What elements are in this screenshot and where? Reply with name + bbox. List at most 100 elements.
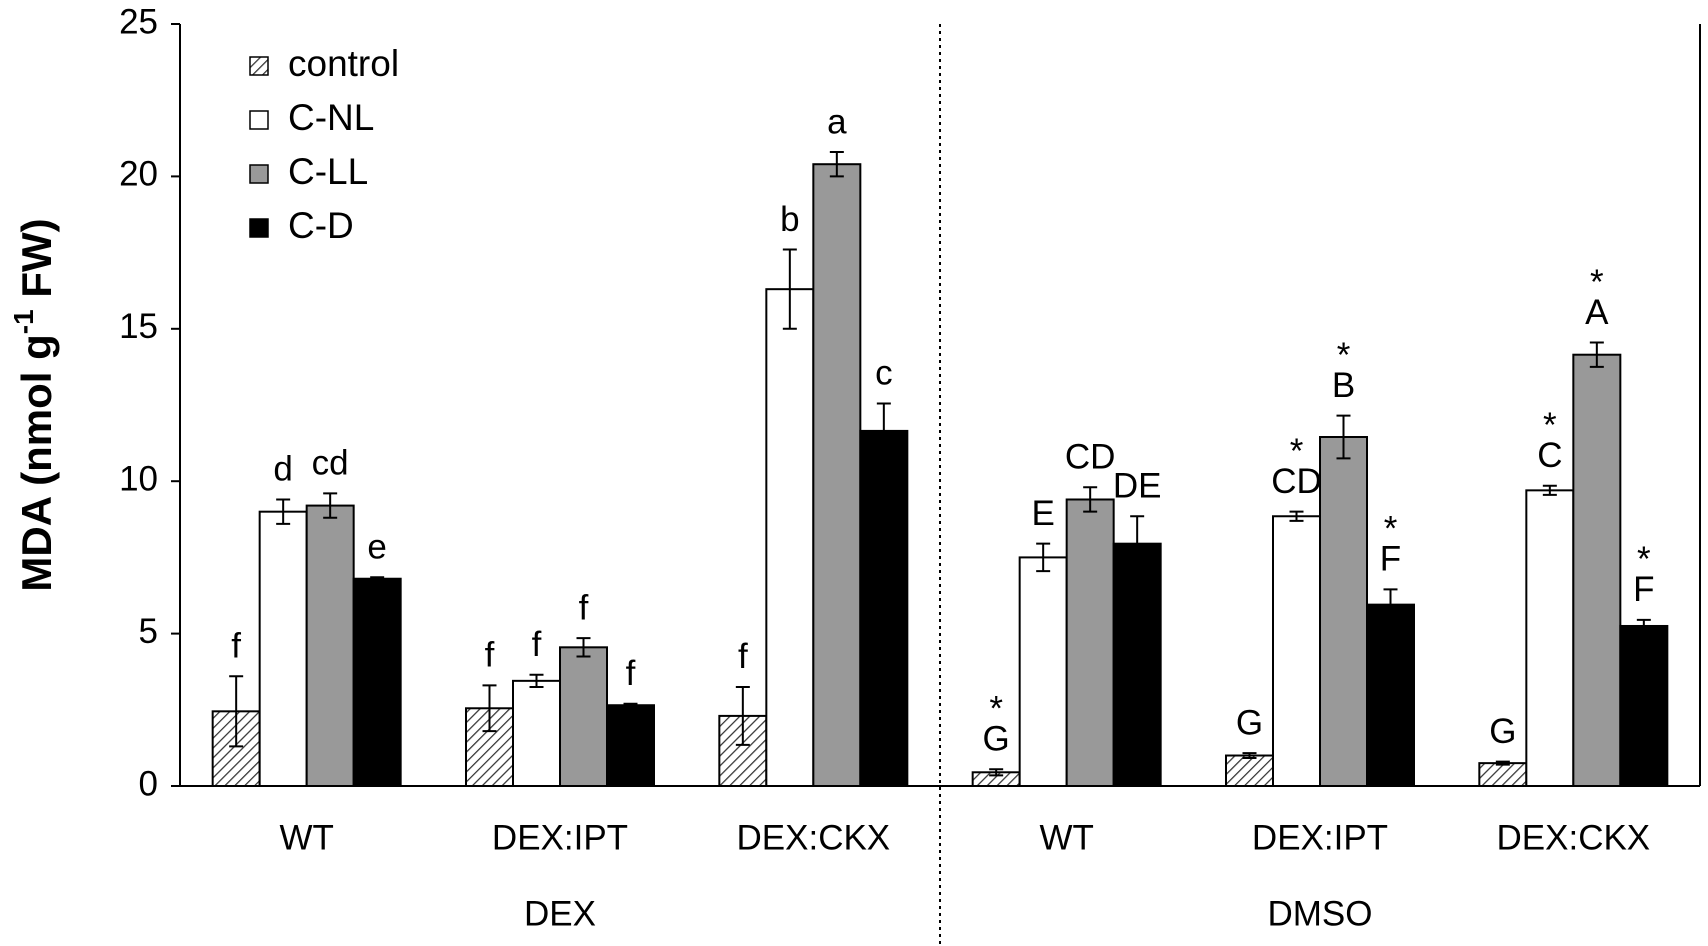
group-label: DEX [524, 894, 596, 933]
error-bar [1242, 752, 1257, 759]
significance-letter: G [1489, 712, 1516, 751]
significance-letter: f [231, 627, 241, 666]
bar [1319, 436, 1368, 787]
x-tick-label: WT [1039, 818, 1093, 857]
legend-label: C-NL [288, 97, 374, 138]
significance-star: * [1290, 432, 1304, 471]
error-bar [1383, 588, 1398, 621]
bar [352, 577, 402, 788]
error-bar [1289, 510, 1304, 522]
bar [812, 163, 862, 787]
significance-star: * [989, 689, 1003, 728]
significance-letter: f [579, 588, 589, 627]
significance-letter: F [1380, 540, 1401, 579]
y-axis-title-sup: -1 [8, 309, 39, 334]
bar [1572, 353, 1622, 787]
significance-letter: G [983, 719, 1010, 758]
x-tick-label: DEX:IPT [1252, 818, 1388, 857]
error-bar [529, 673, 544, 688]
significance-letter: d [273, 450, 292, 489]
significance-letter: e [367, 527, 386, 566]
significance-letter: c [875, 354, 893, 393]
significance-letter: f [532, 625, 542, 664]
significance-letter: f [738, 637, 748, 676]
error-bar [1636, 618, 1651, 634]
error-bar [576, 637, 591, 658]
error-bar [1542, 484, 1557, 496]
legend-swatch [249, 164, 269, 184]
x-tick-label: WT [279, 818, 333, 857]
error-bar [276, 498, 291, 525]
bar [1112, 542, 1162, 788]
x-tick-label: DEX:IPT [492, 818, 628, 857]
error-bar [1130, 515, 1145, 573]
error-bar [1336, 414, 1351, 460]
y-tick-label: 5 [139, 612, 158, 651]
legend-swatch [249, 218, 269, 238]
y-axis-title-end: FW) [13, 218, 60, 309]
significance-letter: CD [1065, 438, 1116, 477]
bar [1366, 603, 1415, 787]
error-bar [735, 685, 750, 746]
significance-letter: a [827, 102, 847, 141]
bar [1478, 762, 1528, 788]
significance-letter: CD [1271, 462, 1322, 501]
legend-label: C-LL [288, 151, 368, 192]
significance-letter: cd [312, 444, 349, 483]
error-bar [782, 248, 797, 330]
y-tick-label: 0 [139, 764, 158, 803]
y-tick-label: 10 [119, 459, 158, 498]
y-tick-label: 25 [119, 2, 158, 41]
error-bar [370, 576, 385, 582]
y-tick-label: 20 [119, 155, 158, 194]
significance-letter: f [626, 654, 636, 693]
y-tick-label: 15 [119, 307, 158, 346]
significance-star: * [1337, 336, 1351, 375]
bar [1225, 754, 1274, 788]
bar [765, 288, 815, 787]
significance-letter: E [1031, 494, 1054, 533]
significance-letter: f [485, 636, 495, 675]
bar [559, 646, 608, 787]
error-bar [829, 151, 844, 178]
error-bar [989, 768, 1004, 777]
bar [606, 704, 655, 788]
significance-star: * [1637, 540, 1651, 579]
significance-letter: G [1236, 703, 1263, 742]
legend-swatch [249, 110, 269, 130]
legend-swatch [249, 56, 269, 76]
bar [1065, 498, 1115, 787]
significance-letter: DE [1113, 467, 1162, 506]
x-tick-label: DEX:CKX [737, 818, 891, 857]
bar [859, 429, 909, 787]
significance-star: * [1384, 510, 1398, 549]
legend-label: C-D [288, 205, 354, 246]
bar [1619, 624, 1669, 787]
significance-letter: C [1537, 436, 1562, 475]
bar [1525, 489, 1575, 787]
x-tick-label: DEX:CKX [1497, 818, 1651, 857]
group-label: DMSO [1268, 894, 1373, 933]
significance-letter: b [780, 200, 799, 239]
error-bar [1083, 486, 1098, 513]
error-bar [482, 684, 497, 733]
error-bar [229, 675, 244, 748]
error-bar [1589, 341, 1604, 368]
legend-label: control [288, 43, 399, 84]
bar [305, 504, 355, 787]
y-axis-title-main: MDA (nmol g [13, 334, 60, 591]
significance-star: * [1590, 263, 1604, 302]
bar [1272, 515, 1321, 787]
error-bar [1036, 542, 1051, 573]
bar [1018, 556, 1068, 788]
error-bar [323, 492, 338, 519]
significance-letter: A [1585, 293, 1609, 332]
bar [512, 679, 561, 787]
significance-letter: B [1332, 366, 1355, 405]
error-bar [623, 702, 638, 708]
significance-star: * [1543, 406, 1557, 445]
error-bar [1495, 760, 1510, 766]
error-bar [876, 402, 891, 460]
y-axis-title: MDA (nmol g-1 FW) [8, 218, 60, 591]
